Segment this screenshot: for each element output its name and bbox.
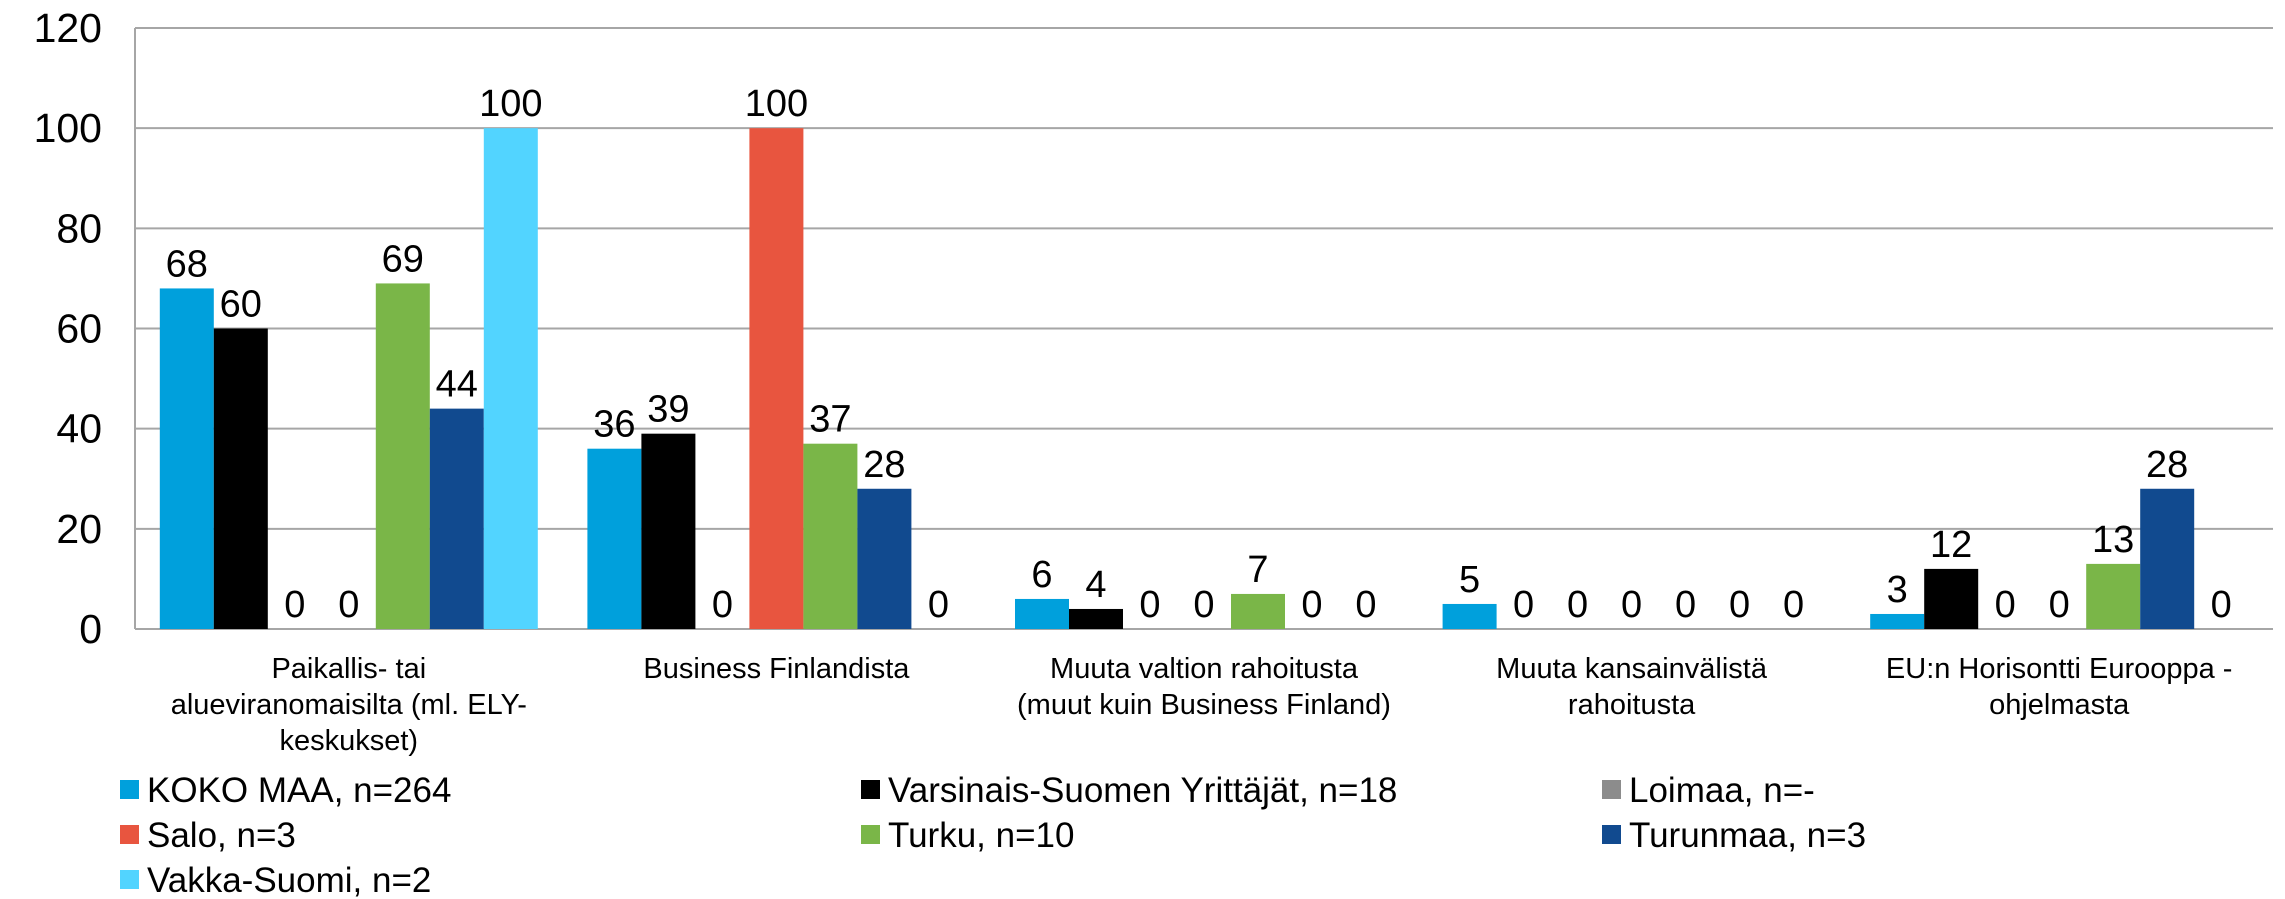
legend-swatch	[120, 870, 139, 889]
legend-swatch	[1602, 780, 1621, 799]
data-label: 28	[863, 444, 905, 486]
data-label: 0	[712, 584, 733, 626]
label-line: Business Finlandista	[643, 653, 910, 685]
data-label: 68	[166, 243, 208, 285]
x-tick-label: Business Finlandista	[643, 653, 910, 685]
data-label: 0	[338, 584, 359, 626]
label-line: ohjelmasta	[1989, 689, 2130, 721]
data-label: 5	[1459, 559, 1480, 601]
data-label: 0	[1355, 584, 1376, 626]
bar	[1924, 568, 1979, 629]
bar	[2086, 563, 2141, 629]
data-label: 0	[2211, 584, 2232, 626]
legend-swatch	[861, 780, 880, 799]
bar	[587, 448, 642, 629]
data-label: 0	[1729, 584, 1750, 626]
bar	[159, 288, 214, 629]
bar	[375, 283, 430, 629]
x-tick-label: EU:n Horisontti Eurooppa - ohjelmasta	[1886, 653, 2233, 721]
legend-label: KOKO MAA, n=264	[147, 771, 451, 810]
bar	[1231, 593, 1285, 629]
label-line: Muuta valtion rahoitusta	[1050, 653, 1359, 685]
bar	[213, 328, 268, 629]
data-label: 44	[436, 364, 478, 406]
bar	[1015, 598, 1069, 629]
y-tick-label: 20	[56, 506, 102, 552]
data-label: 0	[1783, 584, 1804, 626]
bar	[483, 128, 538, 629]
data-label: 100	[479, 83, 542, 125]
y-tick-label: 60	[56, 306, 102, 352]
label-line: (muut kuin Business Finland)	[1017, 689, 1391, 721]
y-tick-label: 40	[56, 406, 102, 452]
bar	[1870, 613, 1925, 629]
data-label: 0	[1301, 584, 1322, 626]
x-tick-label: Paikallis- tai alueviranomaisilta (ml. EL…	[171, 653, 527, 757]
data-label: 100	[745, 83, 808, 125]
label-line: rahoitusta	[1568, 689, 1696, 721]
data-label: 0	[284, 584, 305, 626]
data-label: 0	[928, 584, 949, 626]
data-label: 0	[1621, 584, 1642, 626]
x-tick-label: Muuta kansainvälistä rahoitusta	[1496, 653, 1768, 721]
legend-swatch	[1602, 825, 1621, 844]
data-label: 13	[2092, 519, 2134, 561]
data-label: 7	[1247, 549, 1268, 591]
legend-label: Vakka-Suomi, n=2	[147, 861, 431, 899]
legend-label: Loimaa, n=-	[1629, 771, 1815, 810]
bar	[1442, 603, 1497, 629]
data-label: 0	[1567, 584, 1588, 626]
bar	[1069, 608, 1123, 629]
bar	[857, 488, 912, 629]
legend-label: Salo, n=3	[147, 816, 296, 855]
data-label: 0	[1193, 584, 1214, 626]
y-tick-label: 80	[56, 205, 102, 251]
data-label: 36	[593, 404, 635, 446]
data-label: 12	[1930, 524, 1972, 566]
data-label: 0	[1139, 584, 1160, 626]
data-label: 3	[1887, 569, 1908, 611]
legend-swatch	[120, 825, 139, 844]
bar	[429, 408, 484, 629]
data-label: 0	[2049, 584, 2070, 626]
legend-label: Turku, n=10	[888, 816, 1074, 855]
data-label: 4	[1085, 564, 1106, 606]
bar	[749, 128, 804, 629]
data-label: 0	[1995, 584, 2016, 626]
data-label: 37	[809, 399, 851, 441]
y-tick-label: 120	[34, 5, 102, 51]
label-line: alueviranomaisilta (ml. ELY-	[171, 689, 527, 721]
x-tick-label: Muuta valtion rahoitusta (muut kuin Busin…	[1017, 653, 1391, 721]
bar	[641, 433, 696, 629]
label-line: EU:n Horisontti Eurooppa -	[1886, 653, 2233, 685]
y-tick-label: 0	[79, 606, 102, 652]
data-label: 6	[1031, 554, 1052, 596]
label-line: Paikallis- tai	[271, 653, 426, 685]
bar	[2140, 488, 2195, 629]
data-label: 28	[2146, 444, 2188, 486]
data-label: 39	[647, 389, 689, 431]
label-line: Muuta kansainvälistä	[1496, 653, 1768, 685]
data-label: 0	[1675, 584, 1696, 626]
legend-label: Varsinais-Suomen Yrittäjät, n=18	[888, 771, 1397, 810]
label-line: keskukset)	[279, 725, 418, 757]
data-label: 69	[382, 238, 424, 280]
bar	[803, 443, 858, 629]
legend-swatch	[861, 825, 880, 844]
legend-label: Turunmaa, n=3	[1629, 816, 1866, 855]
data-label: 0	[1513, 584, 1534, 626]
y-tick-label: 100	[34, 105, 102, 151]
data-label: 60	[220, 284, 262, 326]
legend-swatch	[120, 780, 139, 799]
